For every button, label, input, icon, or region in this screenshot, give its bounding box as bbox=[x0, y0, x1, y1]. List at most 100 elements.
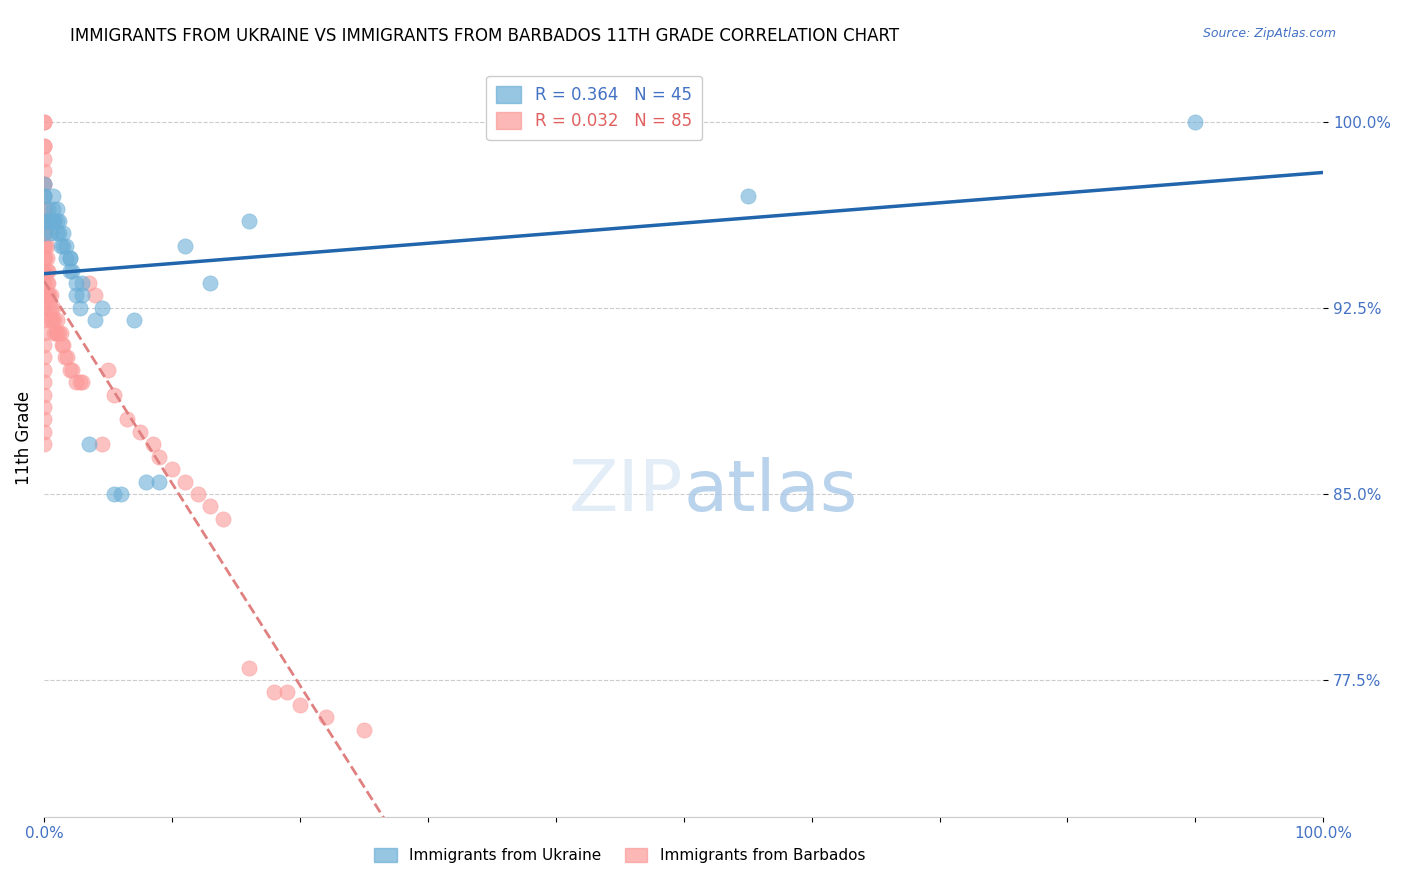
Point bbox=[45, 227, 67, 241]
Point bbox=[32, 152, 55, 166]
Point bbox=[315, 710, 337, 724]
Point bbox=[37, 202, 59, 216]
Point bbox=[32, 263, 55, 277]
Point bbox=[353, 723, 375, 737]
Point bbox=[38, 288, 60, 302]
Point bbox=[32, 400, 55, 414]
Point bbox=[129, 425, 152, 439]
Point bbox=[55, 251, 77, 265]
Point bbox=[69, 376, 91, 390]
Point bbox=[187, 487, 209, 501]
Point bbox=[32, 288, 55, 302]
Point bbox=[39, 214, 62, 228]
Point bbox=[200, 500, 222, 514]
Y-axis label: 11th Grade: 11th Grade bbox=[15, 391, 32, 485]
Point bbox=[135, 475, 157, 489]
Point bbox=[34, 239, 56, 253]
Point bbox=[44, 214, 66, 228]
Point bbox=[72, 376, 94, 390]
Point bbox=[32, 251, 55, 265]
Point bbox=[39, 301, 62, 315]
Point bbox=[34, 214, 56, 228]
Point bbox=[45, 326, 67, 340]
Point bbox=[32, 351, 55, 365]
Point bbox=[69, 301, 91, 315]
Point bbox=[32, 412, 55, 426]
Point bbox=[60, 263, 83, 277]
Point bbox=[41, 313, 63, 327]
Point bbox=[45, 313, 67, 327]
Point bbox=[65, 288, 87, 302]
Point bbox=[110, 487, 132, 501]
Point bbox=[48, 227, 70, 241]
Point bbox=[238, 214, 260, 228]
Point bbox=[44, 214, 66, 228]
Point bbox=[32, 164, 55, 178]
Point bbox=[72, 276, 94, 290]
Point bbox=[103, 387, 125, 401]
Point bbox=[1184, 114, 1206, 128]
Point bbox=[238, 661, 260, 675]
Point bbox=[39, 227, 62, 241]
Point bbox=[32, 189, 55, 203]
Point bbox=[32, 437, 55, 451]
Point bbox=[39, 313, 62, 327]
Text: ZIP: ZIP bbox=[569, 457, 683, 525]
Point bbox=[59, 251, 82, 265]
Point bbox=[48, 214, 70, 228]
Point bbox=[32, 114, 55, 128]
Point bbox=[142, 437, 165, 451]
Point bbox=[32, 177, 55, 191]
Point bbox=[77, 276, 100, 290]
Point bbox=[49, 239, 72, 253]
Point bbox=[38, 301, 60, 315]
Point bbox=[32, 114, 55, 128]
Point bbox=[32, 189, 55, 203]
Point bbox=[45, 214, 67, 228]
Point bbox=[44, 326, 66, 340]
Point bbox=[32, 313, 55, 327]
Point bbox=[90, 437, 112, 451]
Point bbox=[32, 214, 55, 228]
Point bbox=[32, 239, 55, 253]
Point bbox=[65, 276, 87, 290]
Point bbox=[35, 276, 58, 290]
Point bbox=[39, 288, 62, 302]
Point bbox=[59, 363, 82, 377]
Point bbox=[55, 239, 77, 253]
Point bbox=[65, 376, 87, 390]
Point bbox=[32, 301, 55, 315]
Point bbox=[56, 351, 79, 365]
Point bbox=[37, 276, 59, 290]
Point bbox=[148, 475, 170, 489]
Point bbox=[97, 363, 120, 377]
Point bbox=[51, 338, 73, 352]
Point bbox=[84, 288, 107, 302]
Text: Source: ZipAtlas.com: Source: ZipAtlas.com bbox=[1202, 27, 1336, 40]
Point bbox=[122, 313, 145, 327]
Text: atlas: atlas bbox=[683, 457, 858, 525]
Point bbox=[32, 227, 55, 241]
Point bbox=[32, 139, 55, 153]
Point bbox=[53, 351, 76, 365]
Point bbox=[32, 177, 55, 191]
Point bbox=[52, 239, 75, 253]
Point bbox=[35, 251, 58, 265]
Point bbox=[32, 387, 55, 401]
Point bbox=[32, 376, 55, 390]
Point bbox=[263, 685, 285, 699]
Point bbox=[35, 263, 58, 277]
Point bbox=[42, 189, 65, 203]
Point bbox=[173, 475, 195, 489]
Point bbox=[49, 326, 72, 340]
Point bbox=[32, 425, 55, 439]
Point bbox=[34, 251, 56, 265]
Point bbox=[44, 313, 66, 327]
Point bbox=[212, 512, 235, 526]
Point bbox=[59, 251, 82, 265]
Point bbox=[37, 288, 59, 302]
Point bbox=[59, 263, 82, 277]
Point bbox=[117, 412, 139, 426]
Point bbox=[276, 685, 298, 699]
Point bbox=[160, 462, 183, 476]
